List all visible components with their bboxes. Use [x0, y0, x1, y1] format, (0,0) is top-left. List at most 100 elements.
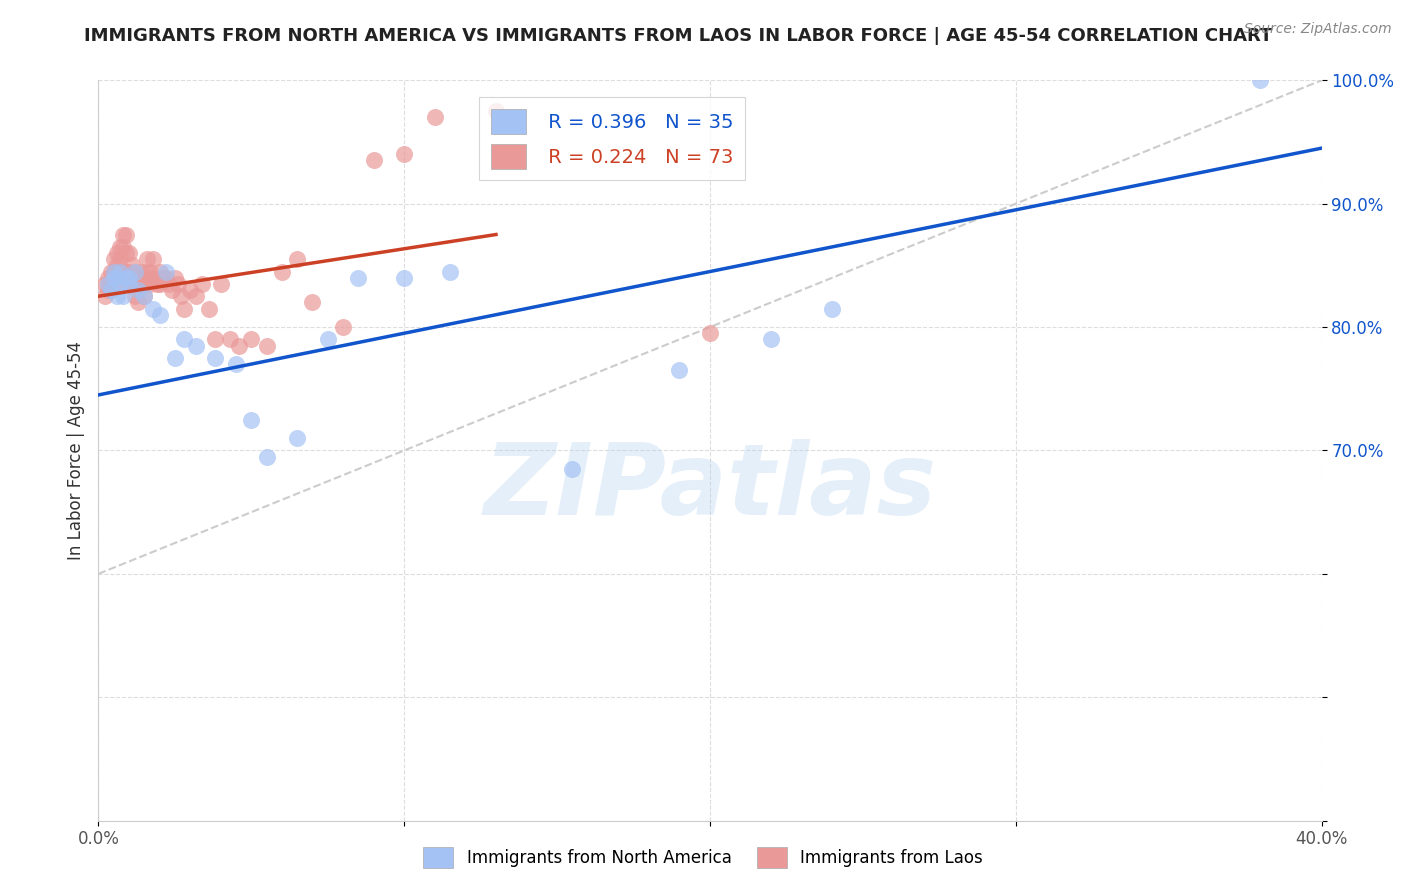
Point	[209, 277, 232, 291]
Point	[152, 270, 174, 285]
Legend: Immigrants from North America, Immigrants from Laos: Immigrants from North America, Immigrant…	[416, 840, 990, 875]
Point	[127, 295, 149, 310]
Point	[108, 252, 131, 267]
Point	[127, 283, 149, 297]
Point	[108, 264, 131, 278]
Point	[197, 301, 219, 316]
Point	[103, 252, 125, 267]
Point	[134, 270, 156, 285]
Point	[118, 270, 141, 285]
Point	[115, 246, 138, 260]
Point	[160, 283, 183, 297]
Point	[191, 277, 214, 291]
Point	[134, 289, 156, 303]
Point	[392, 270, 416, 285]
Point	[103, 277, 125, 291]
Point	[118, 246, 141, 260]
Point	[108, 264, 131, 278]
Point	[108, 277, 131, 291]
Point	[821, 301, 844, 316]
Point	[97, 283, 120, 297]
Point	[347, 270, 370, 285]
Point	[139, 277, 162, 291]
Point	[118, 277, 141, 291]
Point	[136, 264, 159, 278]
Point	[97, 270, 120, 285]
Point	[115, 227, 138, 242]
Point	[240, 332, 263, 346]
Point	[173, 332, 195, 346]
Point	[186, 338, 208, 352]
Point	[111, 264, 134, 278]
Y-axis label: In Labor Force | Age 45-54: In Labor Force | Age 45-54	[66, 341, 84, 560]
Point	[118, 264, 141, 278]
Point	[363, 153, 385, 168]
Point	[111, 289, 134, 303]
Point	[285, 431, 308, 445]
Point	[439, 264, 461, 278]
Point	[142, 270, 165, 285]
Point	[127, 270, 149, 285]
Point	[111, 227, 134, 242]
Point	[270, 264, 292, 278]
Point	[219, 332, 242, 346]
Point	[142, 301, 165, 316]
Point	[157, 277, 180, 291]
Point	[186, 289, 208, 303]
Point	[485, 104, 508, 119]
Point	[121, 259, 143, 273]
Point	[134, 277, 156, 291]
Point	[163, 351, 186, 365]
Point	[127, 283, 149, 297]
Point	[167, 277, 190, 291]
Point	[561, 462, 583, 476]
Legend:  R = 0.396   N = 35,  R = 0.224   N = 73: R = 0.396 N = 35, R = 0.224 N = 73	[479, 97, 745, 180]
Point	[155, 270, 177, 285]
Point	[225, 357, 247, 371]
Point	[204, 351, 226, 365]
Point	[155, 264, 177, 278]
Point	[108, 240, 131, 254]
Point	[668, 363, 690, 377]
Point	[699, 326, 721, 341]
Text: ZIPatlas: ZIPatlas	[484, 439, 936, 536]
Point	[1249, 73, 1271, 87]
Point	[285, 252, 308, 267]
Point	[100, 264, 122, 278]
Point	[115, 270, 138, 285]
Point	[105, 259, 128, 273]
Point	[173, 301, 195, 316]
Point	[204, 332, 226, 346]
Point	[256, 338, 278, 352]
Point	[142, 252, 165, 267]
Point	[139, 264, 162, 278]
Point	[111, 240, 134, 254]
Point	[105, 246, 128, 260]
Point	[240, 412, 263, 426]
Point	[103, 264, 125, 278]
Point	[93, 277, 115, 291]
Point	[118, 277, 141, 291]
Point	[149, 277, 172, 291]
Point	[105, 289, 128, 303]
Point	[105, 270, 128, 285]
Point	[163, 270, 186, 285]
Point	[121, 277, 143, 291]
Point	[332, 320, 354, 334]
Point	[256, 450, 278, 464]
Point	[316, 332, 339, 346]
Point	[423, 111, 446, 125]
Point	[134, 289, 156, 303]
Point	[149, 264, 172, 278]
Point	[121, 270, 143, 285]
Point	[124, 264, 146, 278]
Point	[129, 277, 152, 291]
Point	[124, 277, 146, 291]
Point	[136, 252, 159, 267]
Point	[228, 338, 250, 352]
Point	[145, 277, 167, 291]
Text: Source: ZipAtlas.com: Source: ZipAtlas.com	[1244, 22, 1392, 37]
Point	[97, 277, 120, 291]
Point	[100, 283, 122, 297]
Point	[103, 270, 125, 285]
